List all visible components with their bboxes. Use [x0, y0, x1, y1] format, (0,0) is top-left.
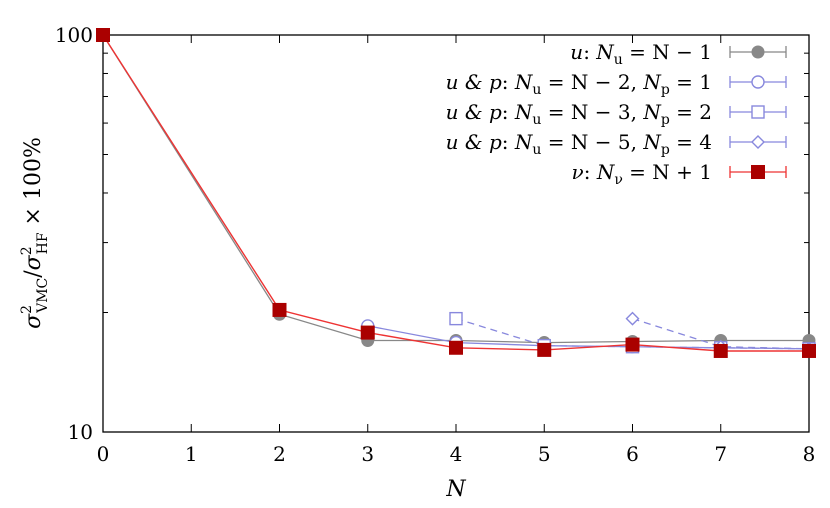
y-tick-label: 100: [55, 23, 93, 47]
legend-marker: [751, 105, 765, 119]
axis-ticks: [102, 34, 810, 433]
legend-marker: [751, 165, 765, 179]
legend-label: u & p: Nu = N − 2, Np = 1: [446, 70, 712, 98]
data-point: [713, 343, 728, 358]
legend-label: u & p: Nu = N − 5, Np = 4: [446, 130, 712, 158]
legend-label: ν: Nν = N + 1: [572, 160, 712, 188]
data-point: [449, 340, 463, 355]
data-point: [802, 343, 816, 358]
data-point: [625, 337, 640, 352]
y-tick-label: 10: [68, 420, 93, 444]
y-axis-title: σ2VMC/σ2HF × 100%: [19, 137, 51, 329]
legend-entry-1: u: Nu = N − 1: [570, 40, 787, 68]
series-line: [102, 34, 809, 352]
x-axis-title: N: [445, 477, 466, 502]
x-tick-label: 6: [626, 442, 639, 466]
legend-marker: [751, 75, 765, 89]
series-layer: [96, 28, 816, 358]
series-line: [102, 34, 809, 344]
x-tick-label: 0: [97, 442, 110, 466]
legend-label: u: Nu = N − 1: [570, 40, 712, 68]
data-point: [96, 28, 110, 42]
x-tick-label: 5: [538, 442, 551, 466]
x-tick-label: 2: [273, 442, 286, 466]
legend-marker: [751, 135, 765, 149]
data-point: [360, 325, 375, 340]
legend-entry-4: u & p: Nu = N − 5, Np = 4: [446, 130, 787, 158]
x-tick-label: 7: [714, 442, 727, 466]
legend-marker: [751, 45, 765, 59]
data-point: [449, 311, 463, 326]
series-2: [361, 319, 816, 356]
series-5: [96, 28, 816, 358]
x-tick-label: 1: [185, 442, 198, 466]
data-point: [625, 311, 640, 326]
axis-tick-labels: 0 1 2 3 4 5 6 7 8 10 100: [55, 23, 816, 466]
x-tick-label: 3: [361, 442, 374, 466]
legend-entry-2: u & p: Nu = N − 2, Np = 1: [446, 70, 787, 98]
x-tick-label: 4: [450, 442, 463, 466]
data-point: [272, 302, 287, 317]
x-tick-label: 8: [803, 442, 816, 466]
legend-entry-3: u & p: Nu = N − 3, Np = 2: [446, 100, 787, 128]
legend: u: Nu = N − 1u & p: Nu = N − 2, Np = 1u …: [446, 40, 787, 188]
data-point: [537, 342, 552, 357]
series-line: [367, 325, 810, 350]
legend-entry-5: ν: Nν = N + 1: [572, 160, 787, 188]
series-line: [632, 317, 810, 350]
legend-label: u & p: Nu = N − 3, Np = 2: [446, 100, 712, 128]
plot-frame: [102, 34, 810, 433]
